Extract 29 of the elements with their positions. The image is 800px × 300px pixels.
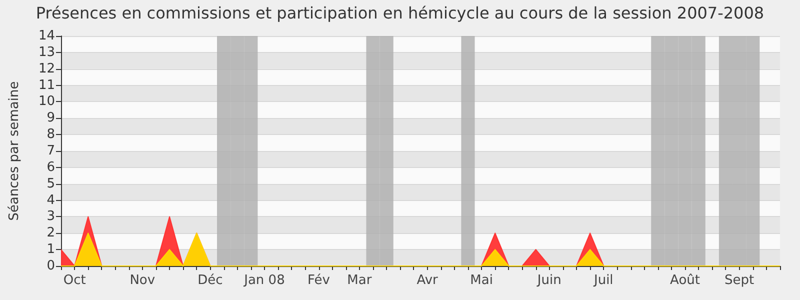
y-tick-label: 7 — [46, 144, 55, 158]
x-tick-label: Juin — [536, 273, 562, 288]
y-tick-label: 14 — [38, 28, 55, 44]
x-tick-label: Jan 08 — [243, 273, 285, 288]
y-tick-label: 3 — [46, 209, 55, 224]
y-tick-label: 0 — [46, 258, 55, 274]
y-tick-label: 4 — [46, 192, 55, 208]
y-tick-label: 12 — [38, 61, 55, 76]
x-tick-label: Déc — [198, 273, 223, 288]
y-tick-label: 6 — [46, 160, 55, 175]
y-tick-label: 11 — [38, 78, 55, 93]
y-axis-title: Séances par semaine — [7, 81, 22, 221]
x-tick-label: Oct — [63, 273, 86, 288]
y-tick-label: 10 — [38, 94, 55, 110]
y-tick-label: 8 — [46, 127, 55, 142]
x-tick-label: Avr — [416, 273, 439, 288]
chart-title: Présences en commissions et participation en hémicycle au cours de la session 2007-2008 — [36, 4, 764, 22]
x-tick-label: Sept — [724, 273, 754, 288]
x-tick-label: Fév — [308, 273, 330, 288]
y-tick-label: 2 — [46, 226, 55, 241]
y-tick-label: 13 — [38, 44, 55, 60]
y-tick-label: 9 — [46, 110, 55, 126]
x-tick-label: Mai — [470, 273, 493, 288]
x-tick-label: Nov — [130, 273, 156, 288]
x-tick-label: Août — [670, 273, 700, 288]
x-tick-label: Mar — [347, 273, 372, 288]
x-tick-label: Juil — [592, 273, 614, 288]
y-tick-label: 1 — [46, 242, 55, 258]
y-tick-label: 5 — [46, 176, 55, 192]
